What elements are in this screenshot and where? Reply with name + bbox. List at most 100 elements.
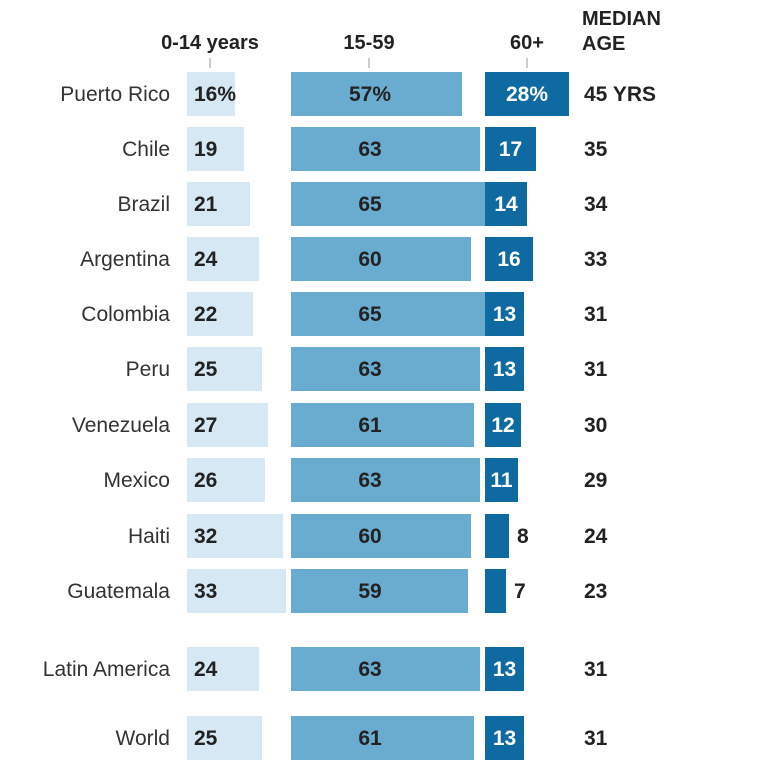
country-label-peru: Peru — [126, 358, 170, 381]
country-label-mexico: Mexico — [103, 469, 170, 492]
bar-60-venezuela — [485, 403, 521, 447]
bar-60-colombia — [485, 292, 524, 336]
bar-60-latin-america — [485, 647, 524, 691]
value-label-15-59-puerto-rico: 57% — [349, 83, 391, 106]
bar-0-14-years-puerto-rico — [187, 72, 235, 116]
bar-15-59-guatemala — [291, 569, 468, 613]
country-label-chile: Chile — [122, 138, 170, 161]
bar-60-puerto-rico — [485, 72, 569, 116]
value-label-60-argentina: 16 — [497, 248, 520, 271]
median-age-guatemala: 23 — [584, 580, 607, 603]
median-age-haiti: 24 — [584, 525, 608, 548]
value-label-0-14-years-brazil: 21 — [194, 193, 218, 216]
value-label-0-14-years-haiti: 32 — [194, 525, 217, 548]
bar-15-59-world — [291, 716, 474, 760]
value-label-60-venezuela: 12 — [491, 414, 514, 437]
bar-15-59-peru — [291, 347, 480, 391]
value-label-60-world: 13 — [493, 727, 516, 750]
value-label-0-14-years-argentina: 24 — [194, 248, 218, 271]
value-label-15-59-latin-america: 63 — [358, 658, 381, 681]
value-label-15-59-chile: 63 — [358, 138, 381, 161]
value-label-15-59-venezuela: 61 — [358, 414, 382, 437]
bar-60-guatemala — [485, 569, 506, 613]
value-label-60-latin-america: 13 — [493, 658, 516, 681]
median-age-mexico: 29 — [584, 469, 607, 492]
bar-0-14-years-mexico — [187, 458, 265, 502]
bar-60-chile — [485, 127, 536, 171]
value-label-15-59-mexico: 63 — [358, 469, 381, 492]
value-label-60-brazil: 14 — [494, 193, 518, 216]
median-age-puerto-rico: 45 YRS — [584, 83, 656, 106]
median-age-header-line1: MEDIAN — [582, 8, 661, 30]
country-label-venezuela: Venezuela — [72, 414, 170, 437]
median-age-venezuela: 30 — [584, 414, 607, 437]
median-age-colombia: 31 — [584, 303, 608, 326]
country-label-guatemala: Guatemala — [67, 580, 170, 603]
bar-15-59-puerto-rico — [291, 72, 462, 116]
bar-0-14-years-colombia — [187, 292, 253, 336]
bar-60-mexico — [485, 458, 518, 502]
bar-60-argentina — [485, 237, 533, 281]
bar-0-14-years-venezuela — [187, 403, 268, 447]
value-label-0-14-years-world: 25 — [194, 727, 218, 750]
bar-0-14-years-latin-america — [187, 647, 259, 691]
bar-15-59-venezuela — [291, 403, 474, 447]
value-label-0-14-years-mexico: 26 — [194, 469, 217, 492]
value-label-0-14-years-puerto-rico: 16% — [194, 83, 236, 106]
value-label-0-14-years-peru: 25 — [194, 358, 218, 381]
country-label-colombia: Colombia — [81, 303, 170, 326]
bar-0-14-years-brazil — [187, 182, 250, 226]
bar-15-59-haiti — [291, 514, 471, 558]
median-age-peru: 31 — [584, 358, 608, 381]
country-label-puerto-rico: Puerto Rico — [60, 83, 170, 106]
column-header-0-14-years: 0-14 years — [161, 32, 259, 54]
bar-15-59-mexico — [291, 458, 480, 502]
value-label-15-59-colombia: 65 — [358, 303, 382, 326]
bar-60-world — [485, 716, 524, 760]
value-label-15-59-argentina: 60 — [358, 248, 381, 271]
value-label-15-59-peru: 63 — [358, 358, 381, 381]
bar-15-59-latin-america — [291, 647, 480, 691]
median-age-brazil: 34 — [584, 193, 608, 216]
country-label-haiti: Haiti — [128, 525, 170, 548]
value-label-0-14-years-venezuela: 27 — [194, 414, 217, 437]
bar-60-haiti — [485, 514, 509, 558]
value-label-60-puerto-rico: 28% — [506, 83, 548, 106]
bar-0-14-years-peru — [187, 347, 262, 391]
bar-0-14-years-haiti — [187, 514, 283, 558]
bar-0-14-years-guatemala — [187, 569, 286, 613]
bar-0-14-years-argentina — [187, 237, 259, 281]
value-label-0-14-years-chile: 19 — [194, 138, 217, 161]
column-header-15-59: 15-59 — [343, 32, 394, 54]
median-age-argentina: 33 — [584, 248, 607, 271]
bar-15-59-colombia — [291, 292, 486, 336]
value-label-0-14-years-guatemala: 33 — [194, 580, 217, 603]
country-label-latin-america: Latin America — [43, 658, 171, 681]
median-age-chile: 35 — [584, 138, 608, 161]
column-header-60: 60+ — [510, 32, 544, 54]
bar-0-14-years-chile — [187, 127, 244, 171]
value-label-60-mexico: 11 — [490, 469, 513, 492]
value-label-60-haiti: 8 — [517, 525, 529, 548]
bar-60-peru — [485, 347, 524, 391]
country-label-argentina: Argentina — [80, 248, 170, 271]
bar-15-59-brazil — [291, 182, 486, 226]
bar-60-brazil — [485, 182, 527, 226]
value-label-0-14-years-colombia: 22 — [194, 303, 217, 326]
value-label-15-59-guatemala: 59 — [358, 580, 381, 603]
bar-15-59-argentina — [291, 237, 471, 281]
country-label-brazil: Brazil — [117, 193, 170, 216]
value-label-60-guatemala: 7 — [514, 580, 526, 603]
bar-0-14-years-world — [187, 716, 262, 760]
value-label-15-59-world: 61 — [358, 727, 382, 750]
median-age-header-line2: AGE — [582, 33, 625, 55]
value-label-60-chile: 17 — [499, 138, 522, 161]
value-label-15-59-haiti: 60 — [358, 525, 381, 548]
value-label-15-59-brazil: 65 — [358, 193, 382, 216]
country-label-world: World — [116, 727, 170, 750]
value-label-60-colombia: 13 — [493, 303, 516, 326]
median-age-latin-america: 31 — [584, 658, 608, 681]
bar-15-59-chile — [291, 127, 480, 171]
